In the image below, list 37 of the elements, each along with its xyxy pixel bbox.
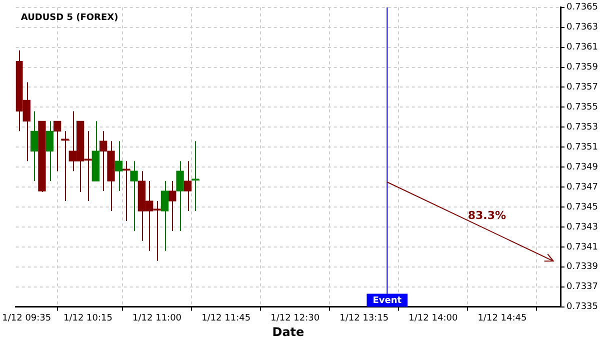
- y-tick-label: 0.7353: [566, 122, 598, 133]
- candlestick: [53, 120, 62, 172]
- text: AUDUSD 5 (FOREX): [20, 13, 118, 24]
- x-tick-label: 1/12 09:35: [2, 314, 52, 324]
- candlestick: [176, 160, 184, 232]
- x-tick-label: 1/12 14:45: [478, 314, 527, 324]
- y-tick-label: 0.7337: [566, 282, 598, 292]
- candlestick: [184, 160, 192, 212]
- y-tick-label: 0.7363: [566, 22, 598, 33]
- y-tick-label: 0.7339: [566, 262, 598, 272]
- x-axis-title: Date: [272, 324, 304, 339]
- y-tick-label: 0.7347: [566, 182, 598, 192]
- candlestick: [168, 180, 176, 232]
- x-tick-label: 1/12 11:45: [202, 314, 251, 324]
- y-tick-label: 0.7343: [566, 222, 598, 232]
- annotation: 83.3%: [468, 209, 506, 222]
- y-tick-label: 0.7341: [566, 242, 598, 252]
- y-tick-label: 0.7335: [566, 302, 598, 312]
- candlestick: [160, 180, 169, 252]
- y-tick-label: 0.7355: [566, 102, 598, 113]
- y-tick-label: 0.7351: [566, 142, 598, 152]
- y-tick-label: 0.7361: [566, 42, 598, 53]
- candlestick: [130, 160, 138, 232]
- x-tick-label: 1/12 10:15: [63, 314, 112, 324]
- y-tick-label: 0.7357: [566, 82, 598, 93]
- y-tick-label: 0.7345: [566, 202, 598, 212]
- ref-line-label: Event: [372, 296, 402, 306]
- candlestick: [30, 110, 38, 182]
- x-tick-label: 1/12 11:00: [132, 314, 182, 324]
- candlestick: [46, 120, 54, 182]
- candlestick: [114, 140, 122, 192]
- y-tick-label: 0.7365: [566, 2, 598, 13]
- x-tick-label: 1/12 13:15: [340, 314, 389, 324]
- y-tick-label: 0.7349: [566, 162, 598, 172]
- x-tick-label: 1/12 14:00: [408, 314, 458, 324]
- x-tick-label: 1/12 12:30: [270, 314, 320, 324]
- y-tick-label: 0.7359: [566, 62, 598, 73]
